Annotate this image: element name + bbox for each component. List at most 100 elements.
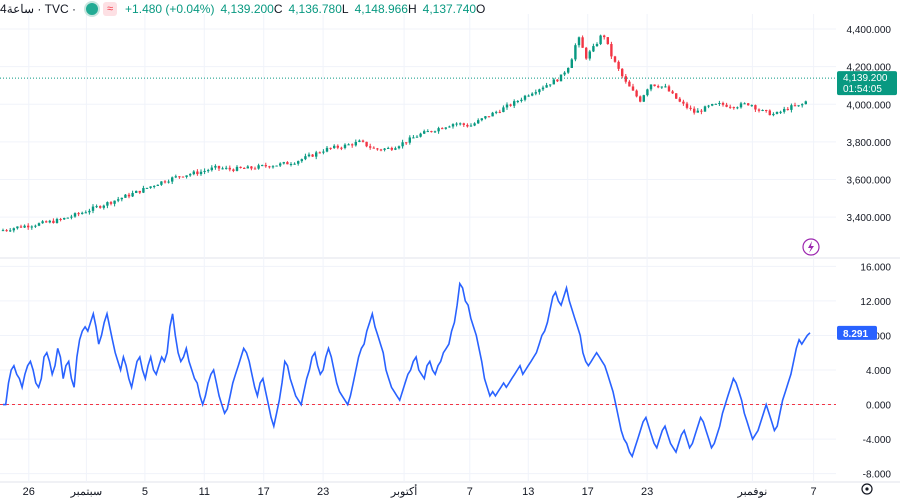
candle-body <box>786 108 789 110</box>
candle-body <box>59 218 62 220</box>
candle-body <box>340 147 343 149</box>
price-tick-label: 3,400.000 <box>847 213 892 224</box>
symbol-title[interactable]: 4ساعة · TVC · <box>0 2 76 16</box>
candle-body <box>531 93 534 96</box>
candle-body <box>671 91 674 94</box>
candle-body <box>498 111 501 113</box>
candle-body <box>513 101 516 106</box>
market-status-icon[interactable] <box>84 1 100 17</box>
candle-body <box>628 81 631 87</box>
osc-tick-label: 0.000 <box>866 401 891 412</box>
candle-body <box>534 92 537 94</box>
candle-body <box>243 167 246 169</box>
candle-body <box>401 142 404 147</box>
candle-body <box>444 127 447 129</box>
candle-body <box>412 137 415 139</box>
candle-body <box>714 103 717 105</box>
candle-body <box>372 147 375 149</box>
candle-body <box>577 37 581 46</box>
candle-body <box>556 79 559 82</box>
candle-body <box>351 144 354 146</box>
candle-body <box>505 104 509 108</box>
candle-body <box>99 206 102 208</box>
candle-body <box>307 154 311 157</box>
candle-body <box>477 120 480 124</box>
candle-body <box>451 124 455 127</box>
candle-body <box>732 107 735 109</box>
candle-body <box>664 86 667 88</box>
candle-body <box>736 107 739 109</box>
candle-body <box>95 206 98 208</box>
candle-body <box>131 192 134 197</box>
candle-body <box>545 85 548 88</box>
candle-body <box>127 194 131 197</box>
candle-body <box>747 103 750 106</box>
candle-body <box>804 101 807 105</box>
price-tick-label: 4,200.000 <box>847 63 892 74</box>
ohlc-open: 4,137.740O <box>422 2 486 16</box>
candle-body <box>711 104 714 106</box>
candle-body <box>739 103 743 108</box>
candle-body <box>783 108 786 112</box>
candle-body <box>30 226 33 228</box>
candle-body <box>707 105 710 107</box>
candle-body <box>163 181 167 183</box>
wave-icon[interactable]: ≈ <box>103 2 118 16</box>
candle-body <box>1 230 5 232</box>
candle-body <box>70 216 73 218</box>
candle-body <box>358 140 361 142</box>
candle-body <box>102 205 105 208</box>
time-tick-label: أكتوبر <box>390 484 417 498</box>
candle-body <box>253 168 257 170</box>
candle-body <box>700 110 703 112</box>
candle-body <box>113 200 116 204</box>
time-tick-label: 17 <box>258 486 270 498</box>
time-tick-label: 5 <box>142 486 148 498</box>
candle-body <box>91 206 95 211</box>
ohlc-high: 4,148.966H <box>354 2 417 16</box>
candle-body <box>574 45 577 60</box>
candle-body <box>797 105 800 107</box>
candle-body <box>765 109 768 111</box>
candle-body <box>768 110 771 116</box>
candle-body <box>775 111 779 114</box>
candle-body <box>63 217 66 220</box>
candle-body <box>631 86 635 91</box>
candle-body <box>397 146 401 149</box>
candle-body <box>181 176 185 178</box>
candle-body <box>667 86 671 92</box>
time-tick-label: 23 <box>317 486 329 498</box>
candle-body <box>387 147 390 149</box>
candle-body <box>689 107 692 109</box>
candle-body <box>588 51 591 59</box>
osc-value-text: 8.291 <box>843 329 868 340</box>
price-tick-label: 4,000.000 <box>847 100 892 111</box>
candles <box>1 34 807 233</box>
candle-body <box>235 166 239 171</box>
candle-body <box>693 108 696 113</box>
candle-body <box>541 87 545 90</box>
candle-body <box>117 199 120 201</box>
candle-body <box>120 197 123 200</box>
candle-body <box>757 109 761 111</box>
candle-body <box>772 113 775 116</box>
osc-tick-label: -8.000 <box>863 470 892 481</box>
candle-body <box>207 170 210 172</box>
osc-tick-label: 12.000 <box>860 297 891 308</box>
candle-body <box>761 109 764 111</box>
candle-body <box>329 147 332 149</box>
candle-body <box>27 225 30 228</box>
candle-body <box>88 210 91 213</box>
candle-body <box>156 184 159 186</box>
candle-body <box>649 84 653 90</box>
candle-body <box>408 137 411 143</box>
candle-body <box>109 202 113 204</box>
candle-body <box>660 86 663 88</box>
osc-tick-label: 16.000 <box>860 262 891 273</box>
candle-body <box>459 123 462 125</box>
candle-body <box>430 131 433 133</box>
candle-body <box>793 105 797 107</box>
time-tick-label: 26 <box>23 486 35 498</box>
candle-body <box>192 171 195 175</box>
